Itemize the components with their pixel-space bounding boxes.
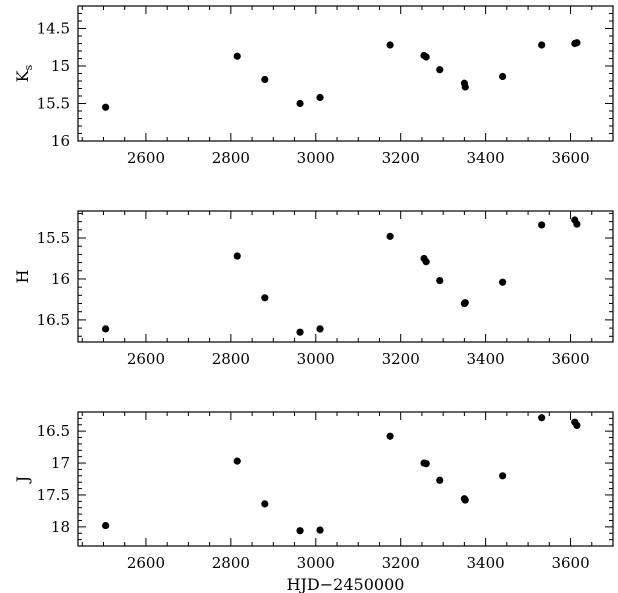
ks-panel: 2600 2800 3000 3200 3400 3600 14.5 15 15.5 16 Ks: [13, 5, 614, 167]
ks-y-tick-label: 16: [51, 132, 70, 150]
h-data-point: [422, 258, 430, 266]
h-data-point: [436, 276, 444, 285]
j-plot-frame: [77, 411, 614, 547]
ks-x-tick-label: 3000: [297, 149, 335, 167]
j-x-tick-label: 2600: [127, 554, 165, 572]
h-panel: 2600 2800 3000 3200 3400 3600 15.5 16 16.5 H: [13, 210, 614, 368]
j-x-tick-label: 3000: [297, 554, 335, 572]
h-x-tick-label: 2800: [212, 350, 250, 368]
ks-data-point: [499, 72, 507, 81]
h-y-tick-label: 15.5: [37, 229, 70, 247]
j-panel: 2600 2800 3000 3200 3400 3600 16.5 17 17.5 18 J HJD…: [13, 411, 614, 593]
h-data-point: [499, 278, 507, 286]
ks-x-tick-label: 2600: [127, 149, 165, 167]
ks-y-tick-label: 14.5: [37, 20, 70, 38]
ks-data-point: [386, 41, 394, 49]
j-data-point: [436, 476, 444, 484]
ks-data-point: [538, 41, 546, 49]
h-x-tick-label: 3400: [467, 350, 505, 368]
ks-y-tick-label: 15: [51, 57, 70, 75]
h-y-tick-label: 16.5: [37, 311, 70, 329]
ks-data-point: [101, 103, 110, 111]
j-data-point: [422, 460, 430, 468]
h-data-point: [296, 328, 304, 336]
ks-data-point: [233, 52, 241, 60]
ks-y-tick-label: 15.5: [37, 95, 70, 113]
j-data-point: [499, 472, 507, 480]
h-y-axis-label: H: [13, 269, 32, 283]
ks-y-axis-label: Ks: [13, 64, 35, 82]
j-y-tick-label: 18: [51, 518, 70, 536]
ks-x-tick-label: 2800: [212, 149, 250, 167]
j-data-point: [461, 496, 469, 504]
ks-x-tick-label: 3600: [551, 149, 589, 167]
j-y-tick-label: 17.5: [37, 486, 70, 504]
j-data-point: [233, 457, 241, 465]
j-data-point: [101, 521, 110, 530]
h-data-point: [101, 325, 110, 333]
ks-data-point: [296, 99, 304, 108]
j-data-point: [261, 500, 269, 508]
j-x-tick-label: 3200: [382, 554, 420, 572]
j-y-axis-label: J: [13, 476, 32, 484]
j-x-tick-label: 2800: [212, 554, 250, 572]
h-data-point: [386, 232, 394, 240]
h-x-tick-label: 2600: [127, 350, 165, 368]
j-y-tick-label: 16.5: [37, 422, 70, 440]
ks-x-tick-label: 3400: [467, 149, 505, 167]
j-data-point: [296, 527, 304, 535]
j-x-tick-label: 3400: [467, 554, 505, 572]
h-plot-frame: [77, 210, 614, 343]
j-data-point: [316, 526, 324, 534]
j-data-point: [538, 414, 546, 422]
ks-data-point: [573, 39, 581, 47]
h-data-point: [573, 220, 581, 228]
h-x-tick-label: 3000: [297, 350, 335, 368]
j-x-tick-label: 3600: [551, 554, 589, 572]
h-x-tick-label: 3600: [551, 350, 589, 368]
h-data-point: [461, 299, 469, 307]
ks-data-point: [316, 93, 324, 102]
h-y-tick-label: 16: [51, 270, 70, 288]
ks-data-point: [422, 53, 430, 61]
ks-x-tick-label: 3200: [382, 149, 420, 167]
ks-data-point: [461, 83, 469, 91]
h-data-point: [261, 294, 269, 302]
h-data-point: [316, 325, 324, 333]
ks-data-point: [436, 66, 444, 74]
j-data-point: [573, 421, 581, 429]
ks-data-point: [261, 75, 269, 84]
j-x-axis-label: HJD−2450000: [287, 575, 405, 593]
j-y-tick-label: 17: [51, 454, 70, 472]
h-data-point: [233, 252, 241, 260]
ks-plot-frame: [77, 5, 614, 142]
h-x-tick-label: 3200: [382, 350, 420, 368]
h-data-point: [538, 221, 546, 229]
j-data-point: [386, 432, 394, 440]
